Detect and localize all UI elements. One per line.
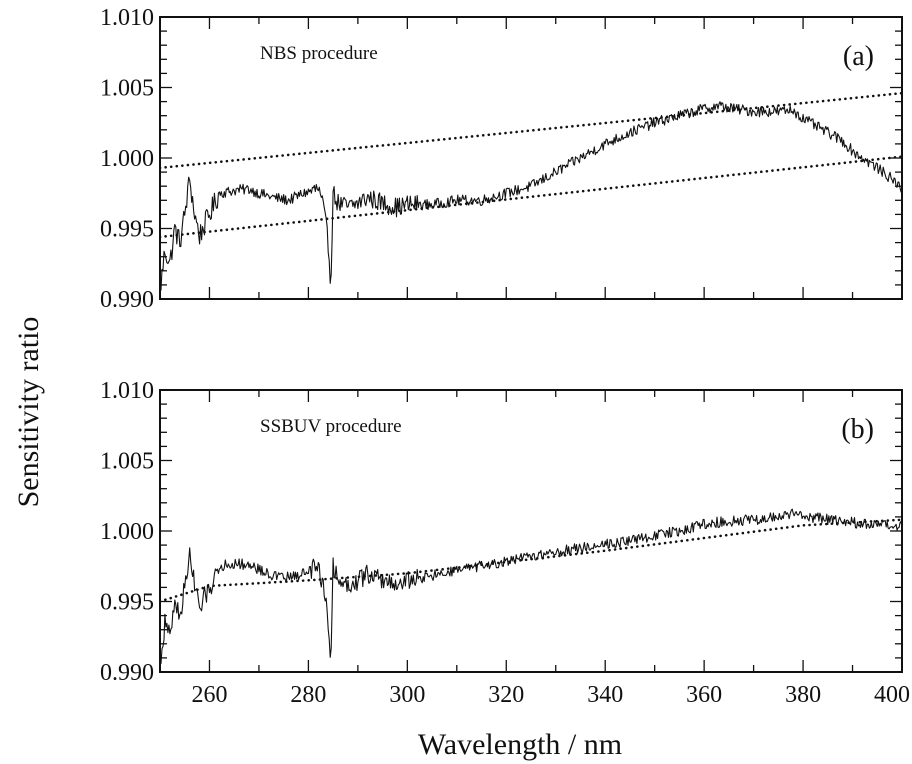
procedure-annotation-a: NBS procedure [260, 43, 378, 64]
x-tick-label-5: 360 [686, 682, 722, 708]
y-tick-label-a-0: 1.010 [100, 5, 154, 31]
y-tick-label-b-2: 1.000 [100, 519, 154, 545]
x-axis-label: Wavelength / nm [418, 728, 622, 761]
panel-b: 1.010 1.005 1.000 0.995 0.990 260 280 300 320 340… [100, 378, 910, 708]
y-tick-label-a-3: 0.995 [100, 217, 154, 243]
y-axis-label: Sensitivity ratio [12, 317, 45, 508]
y-tick-label-b-3: 0.995 [100, 590, 154, 616]
x-tick-label-3: 320 [488, 682, 524, 708]
y-tick-label-a-4: 0.990 [100, 287, 154, 313]
y-tick-label-b-4: 0.990 [100, 660, 154, 686]
panel-a: 1.010 1.005 1.000 0.995 0.990 NBS procedure (a… [100, 5, 903, 313]
y-tick-label-a-2: 1.000 [100, 146, 154, 172]
x-tick-label-1: 280 [290, 682, 326, 708]
x-tick-label-2: 300 [389, 682, 425, 708]
x-tick-label-0: 260 [191, 682, 227, 708]
y-tick-label-b-1: 1.005 [100, 449, 154, 475]
x-tick-label-4: 340 [587, 682, 623, 708]
y-tick-label-b-0: 1.010 [100, 378, 154, 404]
x-tick-label-6: 380 [785, 682, 821, 708]
y-tick-label-a-1: 1.005 [100, 76, 154, 102]
series-a-fit-2 [160, 155, 902, 239]
panel-tag-a: (a) [843, 41, 874, 72]
x-tick-label-7: 400 [874, 682, 910, 708]
plot-area-a [160, 91, 902, 291]
procedure-annotation-b: SSBUV procedure [260, 416, 402, 437]
series-a-fit-1 [160, 91, 902, 170]
plot-area-b [160, 508, 902, 665]
series-a-measured [160, 101, 902, 291]
panel-tag-b: (b) [841, 414, 874, 445]
series-b-measured [160, 508, 902, 665]
series-b-fit-1 [160, 518, 902, 603]
